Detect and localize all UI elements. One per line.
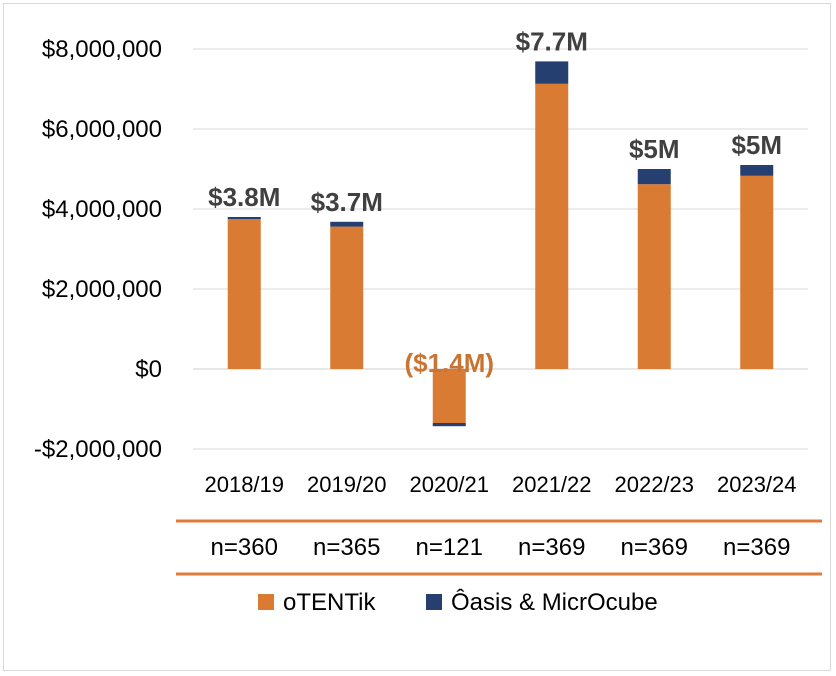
legend-label: oTENTik	[283, 589, 376, 616]
y-tick-label: $2,000,000	[42, 276, 162, 303]
total-data-label: ($1.4M)	[404, 348, 494, 378]
legend-swatch-oasis-microcube	[426, 594, 442, 610]
bar-segment-otentik	[432, 369, 466, 423]
x-tick-label: 2023/24	[717, 472, 797, 497]
bar-segment-otentik	[637, 184, 671, 369]
bar-segment-oasis-microcube	[740, 165, 774, 176]
sample-size-label: n=121	[416, 534, 483, 561]
bar-segment-oasis-microcube	[432, 423, 466, 427]
legend-swatch-otentik	[258, 594, 274, 610]
chart-frame	[3, 3, 831, 671]
bar-segment-otentik	[330, 226, 364, 369]
bar-segment-oasis-microcube	[227, 217, 261, 219]
x-tick-label: 2021/22	[512, 472, 592, 497]
y-tick-label: $8,000,000	[42, 36, 162, 63]
x-tick-label: 2020/21	[409, 472, 489, 497]
sample-size-label: n=369	[621, 534, 688, 561]
sample-size-label: n=369	[518, 534, 585, 561]
x-tick-label: 2018/19	[204, 472, 284, 497]
bar-segment-otentik	[227, 219, 261, 369]
bar-segment-oasis-microcube	[637, 169, 671, 185]
total-data-label: $5M	[629, 134, 680, 164]
bar-segment-otentik	[740, 175, 774, 369]
sample-size-label: n=369	[723, 534, 790, 561]
y-tick-label: -$2,000,000	[34, 436, 162, 463]
y-tick-label: $6,000,000	[42, 116, 162, 143]
legend-label: Ôasis & MicrOcube	[451, 588, 658, 616]
sample-size-label: n=360	[211, 534, 278, 561]
bar-segment-oasis-microcube	[330, 221, 364, 227]
x-tick-label: 2022/23	[614, 472, 694, 497]
bar-segment-otentik	[535, 83, 569, 370]
total-data-label: $5M	[731, 130, 782, 160]
y-tick-label: $0	[135, 356, 162, 383]
y-tick-label: $4,000,000	[42, 196, 162, 223]
x-tick-label: 2019/20	[307, 472, 387, 497]
sample-size-label: n=365	[313, 534, 380, 561]
total-data-label: $3.7M	[311, 187, 383, 217]
total-data-label: $3.8M	[208, 182, 280, 212]
total-data-label: $7.7M	[516, 26, 588, 56]
bar-segment-oasis-microcube	[535, 61, 569, 84]
